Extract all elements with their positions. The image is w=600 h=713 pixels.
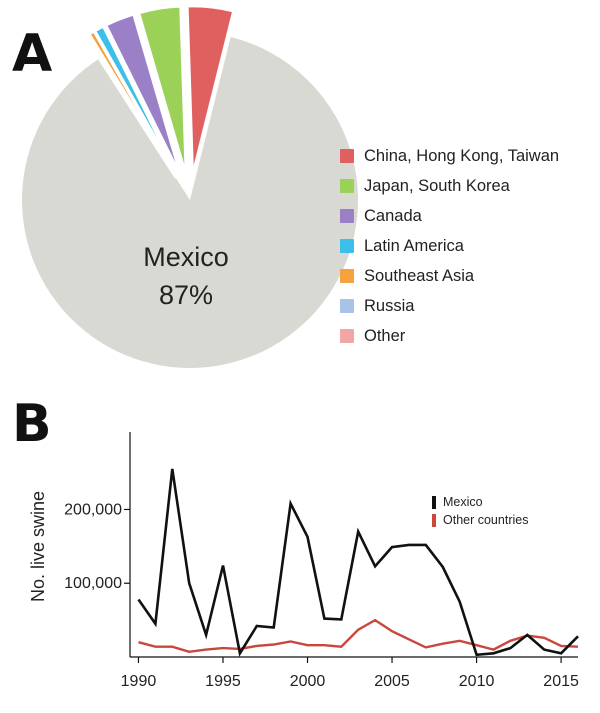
line-legend-item-other-countries: Other countries: [432, 511, 528, 529]
panel-label-b: B: [12, 394, 52, 454]
x-tick-label: 2005: [374, 673, 410, 690]
series-line-mexico: [137, 468, 579, 657]
pie-slice-other: [83, 33, 178, 179]
legend-label: Other: [364, 326, 406, 345]
legend-item-japan-south-korea: Japan, South Korea: [340, 171, 559, 201]
legend-swatch: [340, 179, 354, 193]
legend-item-russia: Russia: [340, 291, 559, 321]
legend-label: Russia: [364, 296, 415, 315]
line-legend-item-mexico: Mexico: [432, 493, 528, 511]
pie-legend: China, Hong Kong, Taiwan Japan, South Kor…: [340, 141, 559, 351]
x-tick-label: 1995: [205, 673, 241, 690]
pie-slice-china-hong-kong-taiwan: [186, 4, 235, 175]
pie-chart: [21, 4, 359, 368]
series-line-other-countries: [138, 618, 579, 654]
legend-label: Mexico: [443, 495, 483, 509]
legend-swatch: [340, 239, 354, 253]
x-tick-label: 1990: [121, 673, 157, 690]
y-tick-label: 100,000: [64, 575, 122, 592]
x-tick-label: 2000: [290, 673, 326, 690]
legend-swatch: [340, 209, 354, 223]
panel-label-a: A: [12, 24, 53, 84]
legend-label: China, Hong Kong, Taiwan: [364, 146, 560, 165]
pie-main-label-name: Mexico: [143, 242, 229, 272]
x-tick-label: 2010: [459, 673, 495, 690]
legend-label: Southeast Asia: [364, 266, 475, 285]
legend-item-canada: Canada: [340, 201, 559, 231]
y-tick-label: 200,000: [64, 501, 122, 518]
legend-swatch: [432, 495, 436, 509]
legend-swatch: [340, 269, 354, 283]
legend-item-other: Other: [340, 321, 559, 351]
legend-swatch: [340, 299, 354, 313]
pie-slice-mexico: [21, 36, 359, 368]
legend-swatch: [340, 149, 354, 163]
legend-swatch: [340, 329, 354, 343]
pie-main-label: Mexico 87%: [96, 238, 276, 314]
pie-main-label-value: 87%: [158, 280, 214, 310]
legend-label: Other countries: [443, 513, 529, 527]
legend-item-latin-america: Latin America: [340, 231, 559, 261]
legend-item-southeast-asia: Southeast Asia: [340, 261, 559, 291]
legend-label: Japan, South Korea: [364, 176, 510, 195]
line-legend: Mexico Other countries: [432, 493, 528, 529]
legend-label: Canada: [364, 206, 422, 225]
legend-label: Latin America: [364, 236, 464, 255]
pie-slice-japan-south-korea: [137, 5, 188, 175]
legend-item-china-hong-kong-taiwan: China, Hong Kong, Taiwan: [340, 141, 559, 171]
y-axis-label: No. live swine: [28, 491, 48, 602]
legend-swatch: [432, 513, 436, 527]
x-tick-label: 2015: [543, 673, 579, 690]
pie-slice-canada: [104, 12, 182, 177]
